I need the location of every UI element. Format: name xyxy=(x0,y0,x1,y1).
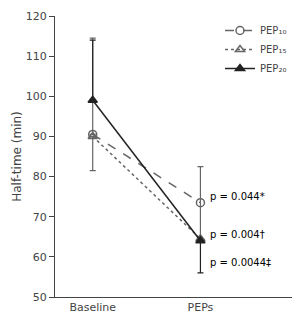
svg-text:80: 80 xyxy=(33,170,47,183)
svg-text:p = 0.0044‡: p = 0.0044‡ xyxy=(210,257,271,268)
svg-text:PEP₂₀: PEP₂₀ xyxy=(260,63,286,74)
svg-text:90: 90 xyxy=(33,130,47,143)
svg-text:110: 110 xyxy=(26,50,47,63)
svg-text:p = 0.044*: p = 0.044* xyxy=(210,191,265,202)
svg-text:70: 70 xyxy=(33,211,47,224)
svg-text:Half-time (min): Half-time (min) xyxy=(10,111,24,202)
svg-text:PEP₁₀: PEP₁₀ xyxy=(260,25,286,36)
svg-text:120: 120 xyxy=(26,10,47,23)
svg-text:PEP₁₅: PEP₁₅ xyxy=(260,44,286,55)
svg-text:p = 0.004†: p = 0.004† xyxy=(210,229,265,240)
svg-text:100: 100 xyxy=(26,90,47,103)
svg-text:Baseline: Baseline xyxy=(69,301,116,314)
svg-text:PEPs: PEPs xyxy=(188,301,214,314)
svg-text:50: 50 xyxy=(33,291,47,304)
svg-text:60: 60 xyxy=(33,251,47,264)
